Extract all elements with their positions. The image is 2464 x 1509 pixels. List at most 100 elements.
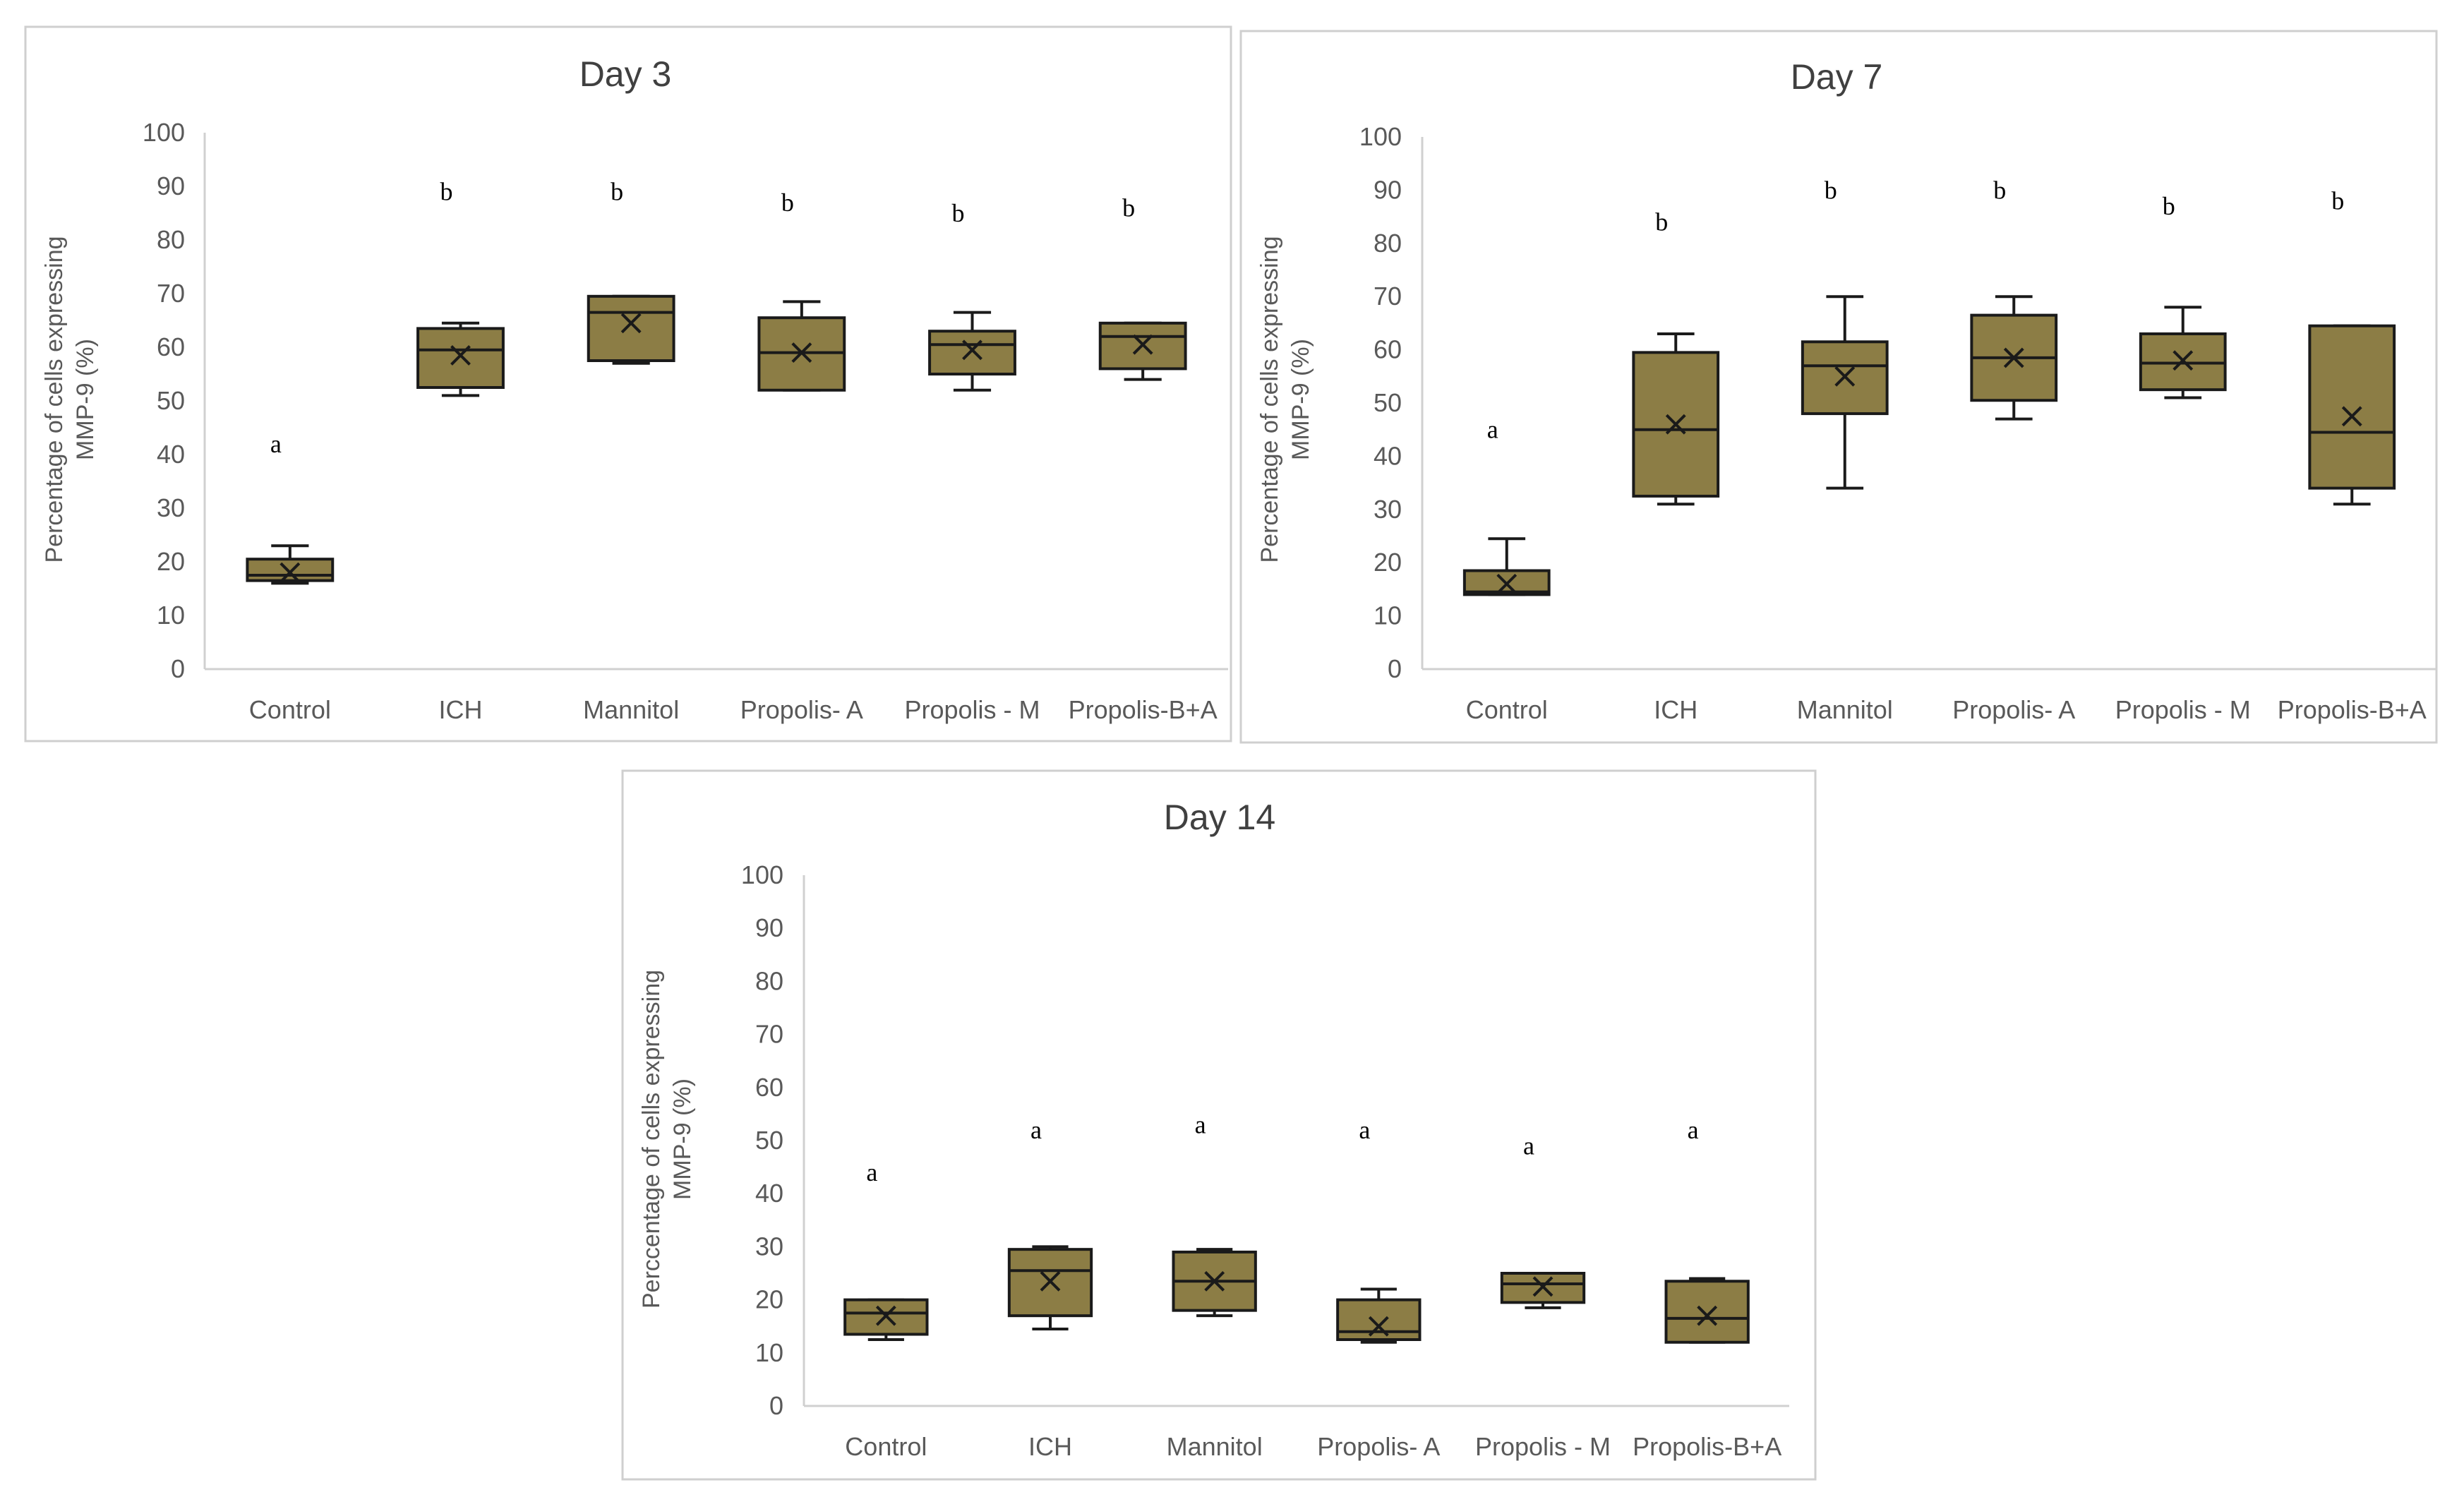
significance-letter: a <box>866 1158 877 1186</box>
mean-marker <box>1204 1270 1225 1292</box>
y-tick-label: 90 <box>755 913 783 942</box>
significance-letter: b <box>1825 176 1837 204</box>
y-tick-label: 10 <box>157 601 185 630</box>
significance-letter: b <box>952 199 965 227</box>
y-axis-label-line: MMP-9 (%) <box>1287 339 1314 460</box>
mean-marker <box>1665 414 1686 435</box>
mean-marker <box>1040 1270 1061 1292</box>
y-tick-label: 100 <box>741 860 783 889</box>
significance-letter: b <box>1655 208 1668 236</box>
y-tick-label: 40 <box>755 1179 783 1208</box>
y-tick-label: 40 <box>1374 441 1402 470</box>
mean-marker <box>2341 406 2362 427</box>
significance-letter: b <box>440 178 453 206</box>
box-ich: b ICH <box>416 178 505 724</box>
box-iqr <box>1336 1298 1422 1341</box>
box-control: a Control <box>843 1158 929 1461</box>
y-tick-label: 50 <box>755 1126 783 1155</box>
significance-letter: a <box>1030 1116 1042 1144</box>
significance-letter: a <box>1359 1116 1370 1144</box>
mean-marker <box>1496 573 1518 594</box>
box-propolis-m: b Propolis - M <box>2115 192 2251 724</box>
y-tick-label: 70 <box>1374 282 1402 311</box>
mean-marker <box>2172 350 2194 371</box>
box-propolis-b-a: a Propolis-B+A <box>1633 1116 1781 1461</box>
mean-marker <box>1132 334 1153 355</box>
box-iqr <box>1664 1280 1750 1344</box>
y-axis-label-line: MMP-9 (%) <box>669 1078 696 1200</box>
box-propolis-a: a Propolis- A <box>1317 1116 1440 1461</box>
significance-letter: b <box>611 178 623 206</box>
mean-marker <box>1368 1316 1389 1337</box>
x-category-label: ICH <box>1028 1432 1072 1461</box>
y-axis-label: Percentage of cells expressing MMP-9 (%) <box>1256 236 1314 563</box>
significance-letter: b <box>1993 176 2006 204</box>
mean-marker <box>1697 1305 1718 1326</box>
significance-letter: b <box>2331 186 2344 215</box>
y-axis-label-line: Percentage of cells expressing <box>41 236 68 563</box>
box-mannitol: a Mannitol <box>1167 1110 1263 1461</box>
y-tick-label: 30 <box>157 493 185 522</box>
y-axis-label-line: MMP-9 (%) <box>72 339 99 460</box>
y-tick-label: 80 <box>157 225 185 254</box>
y-axis-label-line: Perccentage of cells expressing <box>638 970 665 1309</box>
mean-marker <box>450 344 471 366</box>
chart-title: Day 3 <box>579 54 672 94</box>
significance-letter: b <box>781 188 794 217</box>
x-category-label: Propolis - M <box>2115 695 2251 724</box>
x-category-label: Mannitol <box>583 695 679 724</box>
x-category-label: ICH <box>439 695 483 724</box>
y-tick-label: 60 <box>755 1073 783 1102</box>
box-mannitol: b Mannitol <box>583 178 679 724</box>
mean-marker <box>1834 366 1856 387</box>
x-category-label: Control <box>845 1432 927 1461</box>
y-axis-label: Perccentage of cells expressing MMP-9 (%) <box>638 970 696 1309</box>
mean-marker <box>791 342 812 363</box>
box-propolis-m: b Propolis - M <box>904 199 1040 724</box>
panel-frame <box>621 769 1817 1481</box>
y-axis-label-line: Percentage of cells expressing <box>1256 236 1283 563</box>
box-iqr <box>928 330 1016 376</box>
y-tick-label: 90 <box>157 172 185 200</box>
significance-letter: a <box>1195 1110 1206 1138</box>
y-tick-label: 100 <box>1359 122 1402 151</box>
box-propolis-m: a Propolis - M <box>1475 1132 1611 1461</box>
box-iqr <box>587 294 675 362</box>
y-tick-label: 60 <box>1374 335 1402 364</box>
x-category-label: Propolis- A <box>1317 1432 1440 1461</box>
x-category-label: Mannitol <box>1167 1432 1263 1461</box>
box-control: a Control <box>1462 416 1551 724</box>
mean-marker <box>962 339 982 361</box>
x-category-label: Mannitol <box>1797 695 1893 724</box>
chart-panel-1: Day 3 0 10 20 30 40 50 60 70 80 90 100 Percentage of… <box>24 25 1232 743</box>
box-propolis-b-a: b Propolis-B+A <box>1069 193 1218 724</box>
y-tick-label: 20 <box>157 547 185 576</box>
y-tick-label: 0 <box>1388 654 1402 683</box>
mean-marker <box>620 313 642 334</box>
box-propolis-a: b Propolis- A <box>1952 176 2075 724</box>
y-tick-label: 20 <box>1374 548 1402 577</box>
panel-frame <box>24 25 1232 743</box>
box-propolis-b-a: b Propolis-B+A <box>2278 186 2427 724</box>
mean-marker <box>875 1305 896 1326</box>
significance-letter: a <box>270 430 282 458</box>
x-category-label: Propolis-B+A <box>1069 695 1218 724</box>
y-tick-label: 90 <box>1374 175 1402 204</box>
y-tick-label: 30 <box>1374 495 1402 524</box>
x-category-label: Control <box>249 695 331 724</box>
x-category-label: Propolis- A <box>1952 695 2075 724</box>
significance-letter: a <box>1523 1132 1534 1160</box>
significance-letter: a <box>1487 416 1498 444</box>
y-tick-label: 10 <box>755 1338 783 1367</box>
box-iqr <box>2308 324 2396 490</box>
box-propolis-a: b Propolis- A <box>740 188 863 724</box>
chart-title: Day 14 <box>1164 798 1275 837</box>
box-iqr <box>246 558 335 582</box>
mean-marker <box>280 562 301 583</box>
y-tick-label: 60 <box>157 332 185 361</box>
mean-marker <box>2003 347 2024 368</box>
y-tick-label: 0 <box>769 1391 783 1420</box>
x-category-label: Propolis-B+A <box>2278 695 2427 724</box>
significance-letter: a <box>1688 1116 1699 1144</box>
